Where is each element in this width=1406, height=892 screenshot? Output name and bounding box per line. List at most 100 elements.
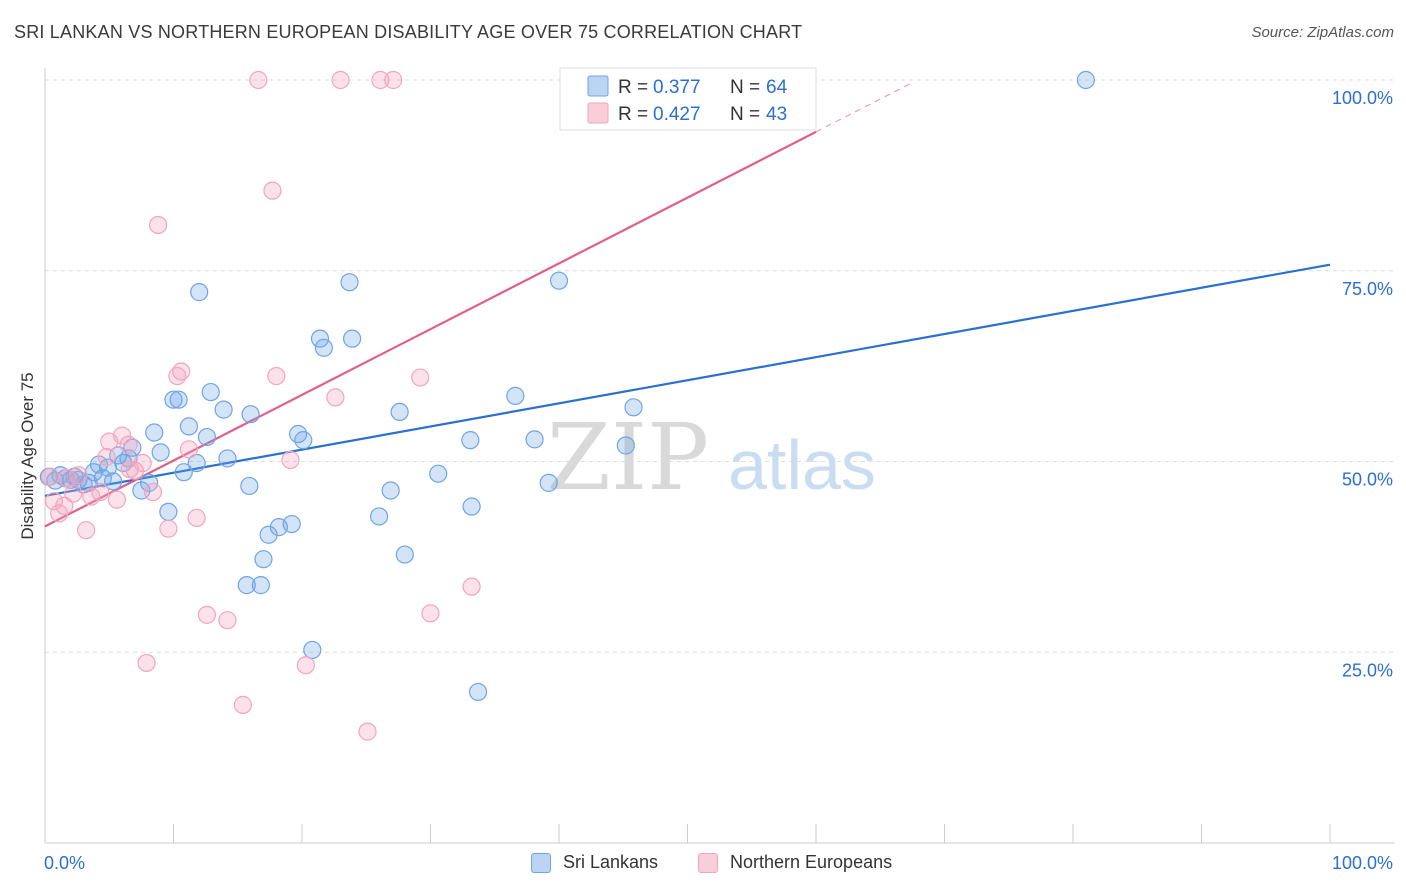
point-sri-lankans-22 (159, 502, 178, 521)
point-sri-lankans-36 (251, 576, 270, 595)
point-sri-lankans-53 (461, 431, 480, 450)
point-sri-lankans-56 (506, 386, 525, 405)
watermark-atlas: atlas (728, 426, 876, 504)
y-tick-label-50: 50.0% (1342, 470, 1393, 490)
point-sri-lankans-25 (174, 463, 193, 482)
bottom-legend-sri-lankans: Sri Lankans (531, 852, 658, 873)
point-northern-europeans-16 (125, 461, 145, 480)
point-northern-europeans-21 (159, 519, 178, 538)
point-sri-lankans-58 (539, 473, 558, 492)
point-sri-lankans-55 (468, 682, 488, 702)
legend-swatch-sri-lankans (587, 75, 609, 97)
x-tick-label-0: 0.0% (44, 853, 85, 873)
point-sri-lankans-48 (370, 507, 389, 526)
point-northern-europeans-35 (331, 70, 350, 90)
legend-r-label-2: R = (618, 104, 648, 125)
bottom-legend-label-northern-europeans: Northern Europeans (730, 852, 893, 872)
point-sri-lankans-27 (187, 453, 206, 473)
point-northern-europeans-24 (179, 440, 199, 459)
point-northern-europeans-36 (358, 722, 377, 741)
legend: R = 0.377 N = 64 R = 0.427 N = 43 (559, 67, 817, 131)
point-sri-lankans-35 (241, 405, 260, 424)
bottom-legend-label-sri-lankans: Sri Lankans (563, 852, 659, 872)
point-sri-lankans-60 (616, 436, 635, 455)
point-sri-lankans-19 (139, 473, 159, 492)
point-sri-lankans-57 (525, 430, 544, 449)
point-sri-lankans-40 (282, 514, 301, 534)
point-sri-lankans-46 (340, 273, 359, 292)
point-northern-europeans-13 (112, 426, 132, 445)
chart-title: SRI LANKAN VS NORTHERN EUROPEAN DISABILI… (14, 22, 803, 42)
point-northern-europeans-27 (218, 611, 237, 630)
point-sri-lankans-30 (201, 382, 220, 402)
legend-r-value-northern-europeans: 0.427 (653, 104, 701, 125)
point-sri-lankans-24 (169, 390, 188, 409)
point-sri-lankans-50 (390, 402, 409, 422)
point-northern-europeans-25 (187, 508, 206, 528)
point-sri-lankans-38 (259, 525, 278, 544)
point-sri-lankans-42 (294, 431, 313, 450)
point-sri-lankans-51 (395, 545, 414, 564)
legend-n-label-1: N = (730, 77, 760, 98)
point-sri-lankans-33 (237, 576, 256, 595)
point-northern-europeans-7 (77, 521, 96, 540)
legend-r-value-sri-lankans: 0.377 (653, 77, 701, 98)
point-sri-lankans-23 (164, 390, 183, 409)
point-sri-lankans-18 (132, 481, 151, 500)
point-sri-lankans-59 (549, 271, 569, 290)
point-sri-lankans-49 (381, 481, 400, 500)
point-sri-lankans-45 (314, 338, 333, 357)
point-sri-lankans-20 (145, 423, 164, 442)
point-sri-lankans-61 (624, 398, 643, 417)
point-sri-lankans-52 (429, 464, 448, 483)
point-sri-lankans-21 (151, 443, 170, 462)
y-tick-label-25: 25.0% (1342, 660, 1393, 680)
trend-line-extension-1 (815, 82, 913, 133)
point-sri-lankans-28 (190, 283, 209, 302)
point-sri-lankans-26 (179, 417, 199, 436)
trend-lines (44, 82, 1331, 528)
trend-line-1 (44, 130, 817, 528)
point-sri-lankans-43 (303, 640, 322, 660)
point-northern-europeans-31 (267, 366, 286, 386)
point-northern-europeans-19 (143, 482, 163, 502)
point-northern-europeans-0 (41, 467, 60, 486)
legend-swatch-northern-europeans (587, 102, 609, 124)
point-sri-lankans-37 (254, 550, 273, 569)
watermark: ZIP atlas (547, 404, 876, 511)
point-northern-europeans-18 (137, 653, 156, 673)
point-northern-europeans-41 (462, 577, 481, 596)
point-sri-lankans-31 (214, 400, 233, 419)
legend-n-value-northern-europeans: 43 (766, 104, 787, 125)
point-northern-europeans-8 (82, 487, 101, 506)
point-sri-lankans-32 (218, 449, 237, 468)
point-northern-europeans-14 (119, 435, 138, 454)
point-northern-europeans-40 (421, 604, 440, 623)
trend-line-0 (44, 263, 1331, 497)
point-sri-lankans-34 (240, 476, 259, 496)
point-sri-lankans-47 (343, 329, 362, 348)
bottom-legend-northern-europeans: Northern Europeans (698, 852, 892, 873)
point-sri-lankans-62 (1076, 70, 1095, 90)
source-label: Source: ZipAtlas.com (1251, 24, 1394, 41)
point-sri-lankans-29 (197, 427, 217, 447)
point-northern-europeans-20 (148, 215, 168, 235)
point-northern-europeans-29 (249, 70, 268, 90)
point-northern-europeans-34 (326, 388, 345, 407)
axes: 0.0% 100.0% 25.0% 50.0% 75.0% 100.0% (44, 68, 1395, 873)
point-northern-europeans-37 (371, 70, 390, 90)
point-northern-europeans-26 (197, 605, 217, 624)
point-northern-europeans-23 (172, 362, 191, 381)
data-points (39, 70, 1095, 741)
point-northern-europeans-6 (69, 466, 88, 485)
y-tick-label-75: 75.0% (1342, 279, 1393, 299)
point-northern-europeans-38 (384, 70, 403, 90)
y-axis-label: Disability Age Over 75 (18, 372, 37, 539)
point-northern-europeans-32 (281, 450, 300, 470)
point-sri-lankans-54 (462, 497, 481, 516)
grid-lines (45, 79, 1395, 653)
point-northern-europeans-5 (64, 484, 83, 503)
point-northern-europeans-3 (55, 496, 74, 515)
point-northern-europeans-28 (233, 695, 252, 714)
